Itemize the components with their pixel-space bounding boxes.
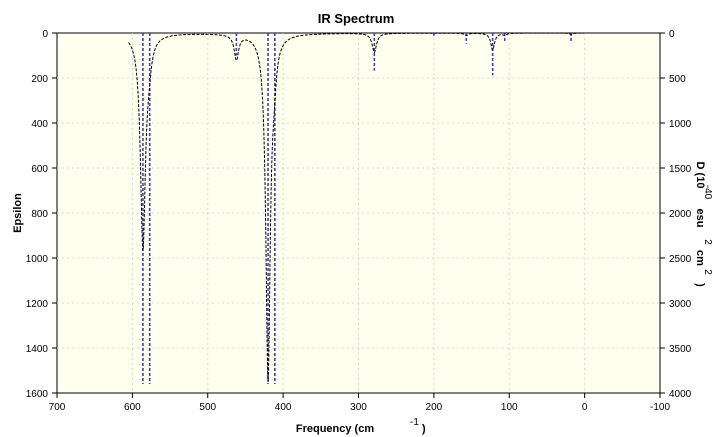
x-tick-label: -100 xyxy=(650,402,670,413)
x-tick-label: 400 xyxy=(275,402,292,413)
x-tick-label: 300 xyxy=(350,402,367,413)
x-tick-label: 0 xyxy=(582,402,588,413)
y2-tick-label: 3000 xyxy=(669,299,692,310)
y2-axis-label-sup-2: 2 xyxy=(702,269,713,275)
x-tick-label: 500 xyxy=(199,402,216,413)
y2-axis-label-unit-cm: cm xyxy=(694,250,706,266)
x-axis-label: Frequency (cm xyxy=(296,423,374,435)
y2-axis-label-unit-esu: esu xyxy=(694,209,706,228)
y2-axis-label: D (10 -40 esu 2 cm 2 ) xyxy=(694,162,713,288)
y-tick-label: 400 xyxy=(31,119,48,130)
y2-tick-label: 4000 xyxy=(669,389,692,400)
grid xyxy=(57,33,660,393)
y-tick-label: 1400 xyxy=(26,344,49,355)
x-axis-label-superscript: -1 xyxy=(410,417,419,428)
x-tick-label: 700 xyxy=(49,402,66,413)
axis-ticks: 700 600 500 400 300 200 100 0 -10002004006008001… xyxy=(26,29,692,413)
y2-tick-label: 3500 xyxy=(669,344,692,355)
y-axis-label: Epsilon xyxy=(12,193,24,233)
y2-axis-label-main: D (10 xyxy=(694,162,706,189)
y-tick-label: 1600 xyxy=(26,389,49,400)
y2-tick-label: 1500 xyxy=(669,164,692,175)
y-tick-label: 1200 xyxy=(26,299,49,310)
y2-axis-label-exp: -40 xyxy=(702,185,713,200)
y2-tick-label: 500 xyxy=(669,74,686,85)
x-tick-label: 600 xyxy=(124,402,141,413)
y-tick-label: 0 xyxy=(42,29,48,40)
spectrum-curve xyxy=(128,32,585,382)
x-axis-label-tail: ) xyxy=(422,423,426,435)
stick-series xyxy=(142,33,572,384)
y2-tick-label: 1000 xyxy=(669,119,692,130)
y2-tick-label: 2000 xyxy=(669,209,692,220)
spectrum-series xyxy=(128,32,585,382)
y2-tick-label: 2500 xyxy=(669,254,692,265)
x-tick-label: 200 xyxy=(426,402,443,413)
y-tick-label: 200 xyxy=(31,74,48,85)
x-tick-label: 100 xyxy=(501,402,518,413)
y-tick-label: 800 xyxy=(31,209,48,220)
chart-title: IR Spectrum xyxy=(318,11,395,26)
y2-axis-label-close: ) xyxy=(694,283,706,287)
y-tick-label: 1000 xyxy=(26,254,49,265)
y2-tick-label: 0 xyxy=(669,29,675,40)
y-tick-label: 600 xyxy=(31,164,48,175)
y2-axis-label-sup-1: 2 xyxy=(702,239,713,245)
